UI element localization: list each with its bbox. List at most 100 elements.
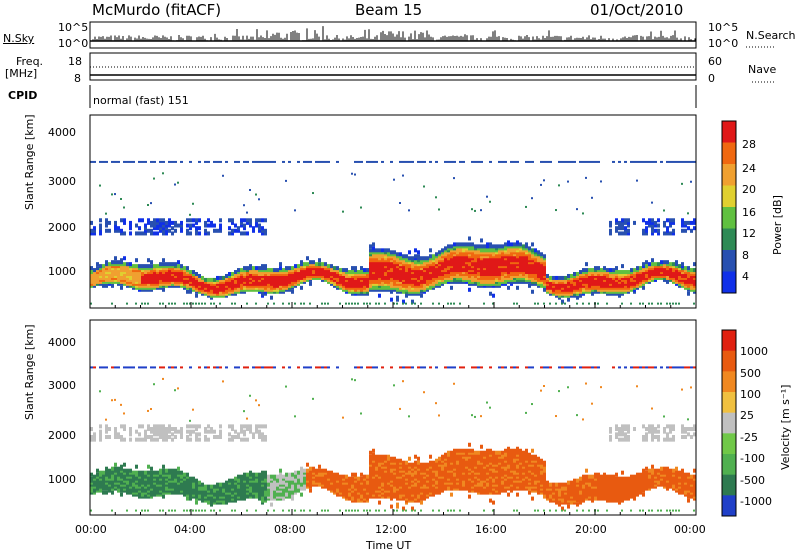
velocity-cell bbox=[276, 474, 279, 479]
power-cell bbox=[618, 226, 621, 231]
power-cell bbox=[360, 206, 362, 209]
power-cell bbox=[651, 220, 654, 225]
velocity-cell bbox=[261, 437, 264, 442]
power-cell bbox=[210, 277, 213, 282]
power-colorbar-swatch bbox=[722, 164, 736, 186]
velocity-cell bbox=[204, 435, 207, 439]
velocity-cell bbox=[165, 429, 168, 434]
power-cell bbox=[108, 220, 111, 225]
velocity-cell bbox=[309, 466, 312, 471]
power-cell bbox=[615, 270, 618, 275]
velocity-cell bbox=[168, 424, 171, 429]
power-cell bbox=[624, 231, 627, 236]
power-cell bbox=[666, 218, 669, 223]
power-cell bbox=[687, 220, 690, 225]
power-cell bbox=[261, 160, 264, 163]
power-cell bbox=[423, 160, 426, 163]
power-cell bbox=[249, 223, 252, 228]
power-cell bbox=[270, 295, 273, 300]
velocity-cell bbox=[174, 427, 177, 432]
power-cell bbox=[249, 188, 251, 191]
power-cell bbox=[99, 226, 102, 231]
power-cell bbox=[111, 260, 114, 265]
power-cell bbox=[366, 302, 368, 305]
power-cell bbox=[252, 226, 255, 231]
power-cell bbox=[588, 268, 591, 273]
power-cell bbox=[429, 160, 432, 163]
velocity-cell bbox=[204, 429, 207, 434]
power-cell bbox=[129, 262, 132, 267]
power-cell bbox=[645, 226, 648, 231]
velocity-cell bbox=[201, 509, 203, 512]
velocity-cell bbox=[99, 432, 102, 437]
power-cell bbox=[138, 218, 141, 223]
velocity-cell bbox=[114, 466, 117, 471]
power-cell bbox=[207, 277, 210, 282]
velocity-cell bbox=[180, 366, 183, 369]
velocity-cell bbox=[111, 509, 113, 512]
power-cell bbox=[153, 231, 156, 236]
power-cell bbox=[258, 266, 261, 271]
velocity-cell bbox=[162, 494, 165, 499]
power-cell bbox=[105, 228, 108, 233]
power-cell bbox=[159, 262, 162, 267]
power-cell bbox=[147, 302, 149, 305]
power-cell bbox=[228, 272, 231, 277]
power-cell bbox=[123, 160, 126, 163]
velocity-cell bbox=[213, 435, 216, 439]
power-cell bbox=[144, 223, 147, 228]
power-cell bbox=[546, 160, 549, 163]
power-cell bbox=[648, 302, 650, 305]
power-cell bbox=[162, 231, 165, 236]
power-cell bbox=[552, 275, 555, 280]
velocity-cell bbox=[210, 429, 213, 434]
power-cell bbox=[183, 302, 185, 305]
velocity-cell bbox=[261, 470, 264, 475]
power-cell bbox=[123, 206, 125, 209]
power-cell bbox=[141, 231, 144, 236]
velocity-cell bbox=[123, 462, 126, 467]
velocity-cell bbox=[129, 429, 132, 434]
velocity-cell bbox=[105, 466, 108, 471]
power-cell bbox=[162, 172, 164, 175]
velocity-cell bbox=[180, 427, 183, 432]
power-cell bbox=[174, 262, 177, 267]
power-cell bbox=[150, 260, 153, 265]
power-cell bbox=[627, 223, 630, 228]
power-cell bbox=[195, 218, 198, 223]
power-cell bbox=[654, 223, 657, 228]
velocity-cell bbox=[240, 429, 243, 434]
velocity-cell bbox=[216, 366, 219, 369]
velocity-cell bbox=[90, 509, 92, 512]
power-cell bbox=[162, 220, 165, 225]
power-cell bbox=[114, 256, 117, 261]
velocity-cell bbox=[306, 462, 309, 467]
power-cell bbox=[447, 244, 450, 249]
velocity-cell bbox=[114, 432, 117, 437]
power-cell bbox=[120, 285, 123, 290]
power-cell bbox=[114, 223, 117, 228]
power-cell bbox=[111, 283, 114, 288]
power-cell bbox=[621, 226, 624, 231]
velocity-cell bbox=[333, 472, 336, 477]
velocity-cell bbox=[243, 410, 245, 413]
power-cell bbox=[126, 160, 129, 163]
power-cell bbox=[405, 160, 408, 163]
power-cell bbox=[345, 302, 347, 305]
velocity-cell bbox=[300, 509, 302, 512]
power-cell bbox=[450, 285, 453, 290]
velocity-cell bbox=[141, 437, 144, 442]
power-cell bbox=[90, 220, 93, 225]
power-cell bbox=[432, 254, 435, 259]
velocity-cell bbox=[258, 424, 261, 429]
power-cell bbox=[402, 160, 405, 163]
velocity-cell bbox=[180, 435, 183, 439]
velocity-cell bbox=[174, 429, 177, 434]
power-cell bbox=[234, 270, 237, 275]
velocity-cell bbox=[216, 482, 219, 487]
velocity-cell bbox=[156, 437, 159, 442]
power-cell bbox=[240, 218, 243, 223]
power-cell bbox=[504, 160, 507, 163]
power-cell bbox=[648, 160, 651, 163]
